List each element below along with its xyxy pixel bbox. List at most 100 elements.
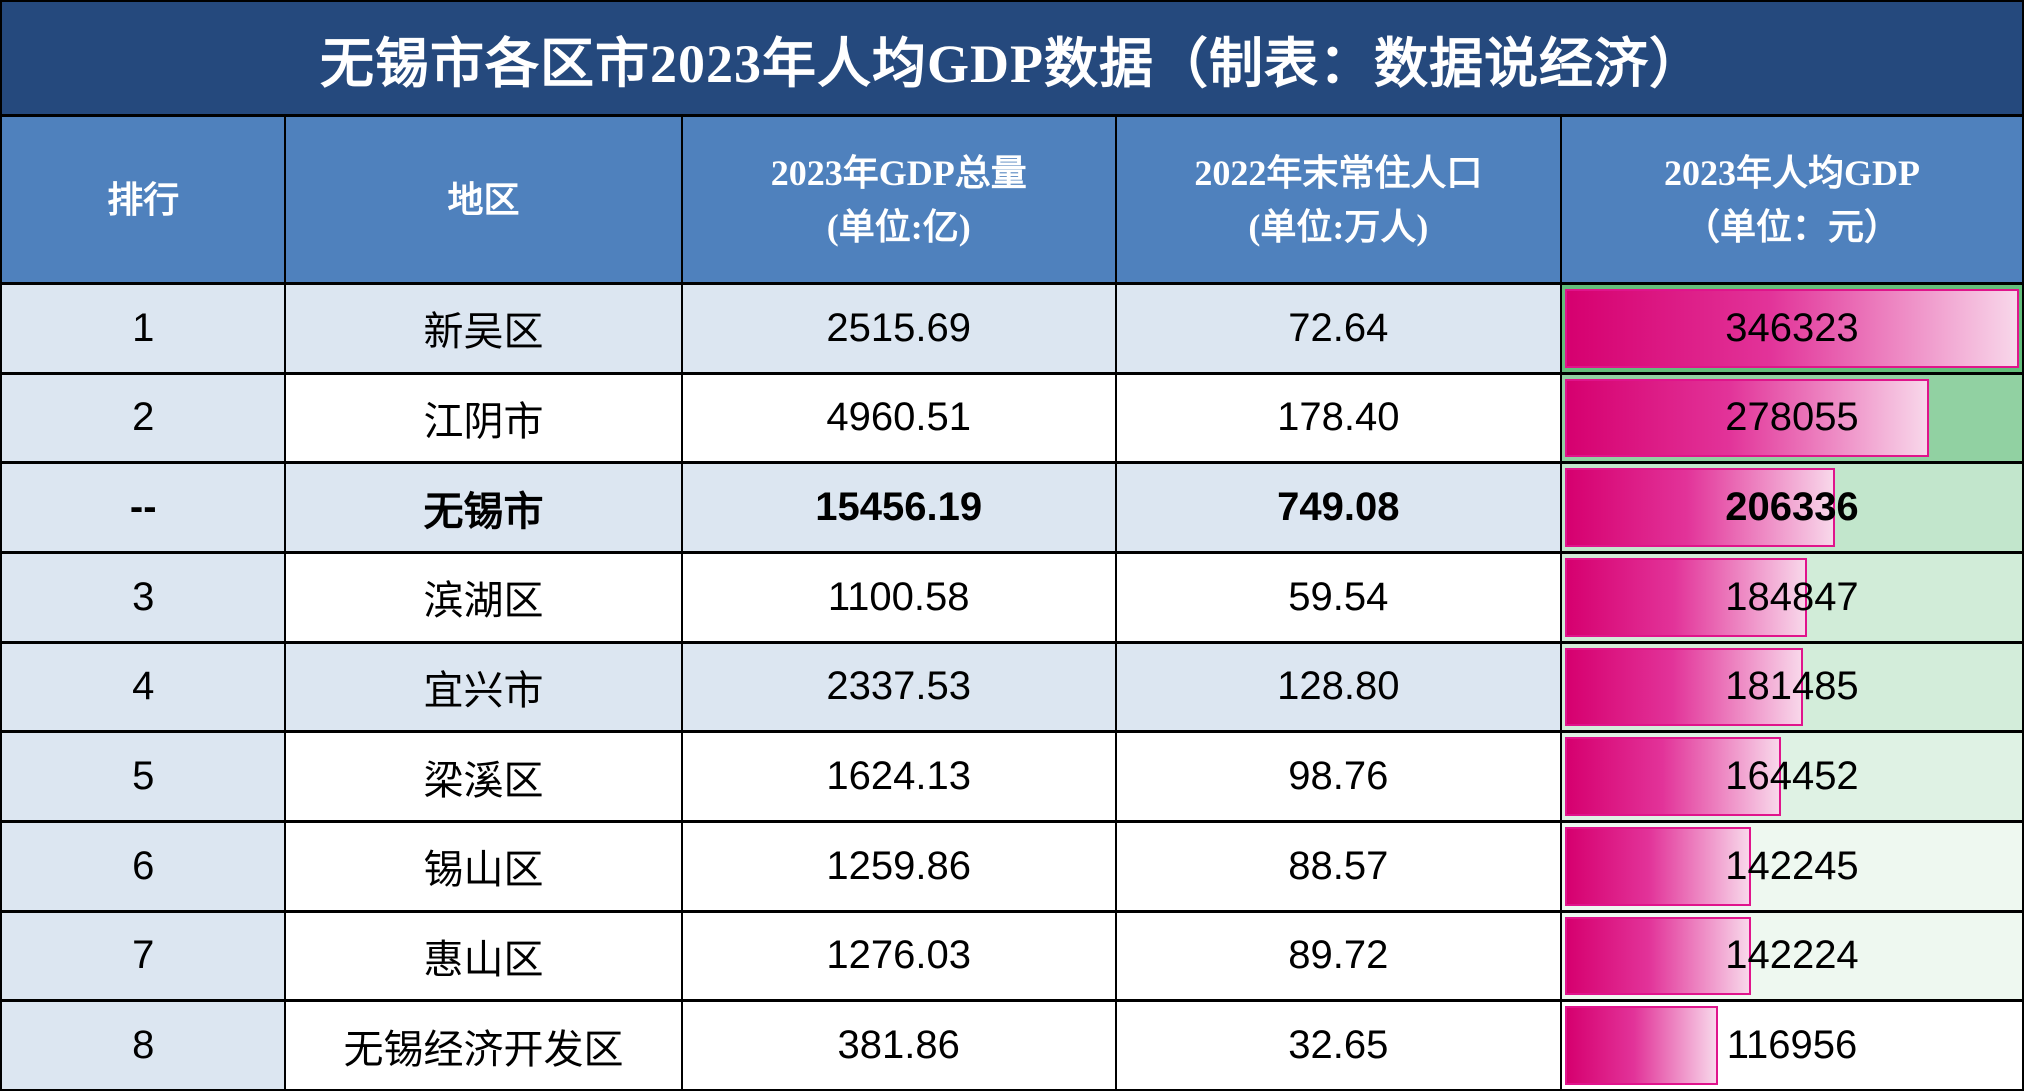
percapita-value: 184847 — [1725, 574, 1859, 619]
rank-value: 7 — [132, 933, 155, 978]
region-name: 锡山区 — [423, 847, 544, 893]
population-cell: 178.40 — [1114, 371, 1560, 462]
region-cell: 滨湖区 — [284, 550, 681, 641]
gdp-total-cell: 2515.69 — [680, 282, 1115, 372]
gdp-total-cell: 4960.51 — [680, 371, 1115, 462]
region-name: 江阴市 — [423, 398, 544, 444]
percapita-value: 346323 — [1725, 305, 1859, 350]
population-value: 749.08 — [1277, 485, 1400, 530]
rank-cell: 8 — [2, 999, 285, 1089]
data-bar — [1564, 647, 1803, 727]
header-label: 地区 — [447, 179, 520, 220]
header-label: 2022年末常住人口 — [1194, 152, 1483, 193]
rank-value: 4 — [132, 664, 155, 709]
region-cell: 惠山区 — [284, 909, 681, 1000]
page-title: 无锡市各区市2023年人均GDP数据（制表：数据说经济） — [2, 2, 2022, 114]
region-cell: 新吴区 — [284, 282, 681, 372]
region-cell: 宜兴市 — [284, 640, 681, 731]
gdp-total-value: 1259.86 — [826, 843, 971, 888]
percapita-cell: 181485 — [1559, 640, 2022, 731]
header-unit: (单位:亿) — [826, 206, 971, 247]
gdp-total-cell: 15456.19 — [680, 461, 1115, 551]
region-name: 梁溪区 — [423, 757, 544, 803]
population-value: 72.64 — [1288, 305, 1389, 350]
percapita-value: 206336 — [1725, 485, 1859, 530]
percapita-value: 181485 — [1725, 664, 1859, 709]
percapita-cell: 164452 — [1559, 730, 2022, 820]
gdp-total-cell: 1276.03 — [680, 909, 1115, 1000]
data-bar — [1564, 468, 1836, 547]
gdp-total-value: 381.86 — [837, 1023, 960, 1068]
column-header-population: 2022年末常住人口 (单位:万人) — [1114, 114, 1560, 282]
population-value: 178.40 — [1277, 395, 1400, 440]
column-header-region: 地区 — [284, 114, 681, 282]
percapita-cell: 278055 — [1559, 371, 2022, 462]
percapita-cell: 206336 — [1559, 461, 2022, 551]
gdp-total-value: 1276.03 — [826, 933, 971, 978]
population-value: 59.54 — [1288, 574, 1389, 619]
gdp-total-cell: 1624.13 — [680, 730, 1115, 820]
region-cell: 锡山区 — [284, 819, 681, 910]
header-unit: (单位:万人) — [1248, 206, 1429, 247]
rank-cell: 4 — [2, 640, 285, 731]
gdp-total-value: 2337.53 — [826, 664, 971, 709]
percapita-cell: 142245 — [1559, 819, 2022, 910]
region-name: 惠山区 — [423, 936, 544, 982]
percapita-cell: 116956 — [1559, 999, 2022, 1089]
column-header-gdp-total: 2023年GDP总量 (单位:亿) — [680, 114, 1115, 282]
rank-cell: 1 — [2, 282, 285, 372]
population-value: 88.57 — [1288, 843, 1389, 888]
region-cell: 梁溪区 — [284, 730, 681, 820]
population-cell: 128.80 — [1114, 640, 1560, 731]
column-header-percapita-gdp: 2023年人均GDP （单位：元） — [1559, 114, 2022, 282]
percapita-cell: 142224 — [1559, 909, 2022, 1000]
rank-cell: 5 — [2, 730, 285, 820]
data-bar — [1564, 1006, 1719, 1085]
region-name: 滨湖区 — [423, 578, 544, 624]
population-value: 32.65 — [1288, 1023, 1389, 1068]
percapita-value: 116956 — [1726, 1023, 1858, 1068]
rank-value: 2 — [132, 395, 155, 440]
population-cell: 88.57 — [1114, 819, 1560, 910]
population-value: 89.72 — [1288, 933, 1389, 978]
percapita-cell: 346323 — [1559, 282, 2022, 372]
rank-value: 5 — [132, 754, 155, 799]
percapita-value: 142245 — [1725, 843, 1859, 888]
data-bar — [1564, 826, 1752, 906]
region-name: 新吴区 — [423, 309, 544, 355]
gdp-total-value: 1624.13 — [826, 754, 971, 799]
rank-value: 3 — [132, 574, 155, 619]
population-value: 128.80 — [1277, 664, 1400, 709]
data-bar — [1564, 916, 1752, 996]
region-name: 无锡经济开发区 — [343, 1026, 624, 1072]
data-bar — [1564, 557, 1808, 637]
gdp-total-value: 2515.69 — [826, 305, 971, 350]
population-cell: 72.64 — [1114, 282, 1560, 372]
percapita-value: 278055 — [1725, 395, 1859, 440]
data-grid: 排行 地区 2023年GDP总量 (单位:亿) 2022年末常住人口 (单位:万… — [2, 114, 2022, 1089]
data-bar — [1564, 378, 1930, 458]
column-header-rank: 排行 — [2, 114, 285, 282]
population-cell: 59.54 — [1114, 550, 1560, 641]
population-cell: 89.72 — [1114, 909, 1560, 1000]
data-bar — [1564, 289, 2019, 368]
data-bar — [1564, 737, 1781, 816]
population-cell: 749.08 — [1114, 461, 1560, 551]
header-label: 2023年人均GDP — [1663, 152, 1920, 193]
population-cell: 32.65 — [1114, 999, 1560, 1089]
region-cell: 无锡经济开发区 — [284, 999, 681, 1089]
gdp-total-cell: 1259.86 — [680, 819, 1115, 910]
percapita-value: 164452 — [1725, 754, 1859, 799]
header-label: 2023年GDP总量 — [770, 152, 1027, 193]
rank-value: -- — [129, 485, 157, 530]
gdp-total-value: 15456.19 — [815, 485, 983, 530]
rank-cell: 3 — [2, 550, 285, 641]
population-value: 98.76 — [1288, 754, 1389, 799]
gdp-total-cell: 381.86 — [680, 999, 1115, 1089]
rank-cell: 6 — [2, 819, 285, 910]
rank-value: 1 — [132, 305, 155, 350]
region-cell: 江阴市 — [284, 371, 681, 462]
gdp-total-cell: 2337.53 — [680, 640, 1115, 731]
rank-cell: 7 — [2, 909, 285, 1000]
